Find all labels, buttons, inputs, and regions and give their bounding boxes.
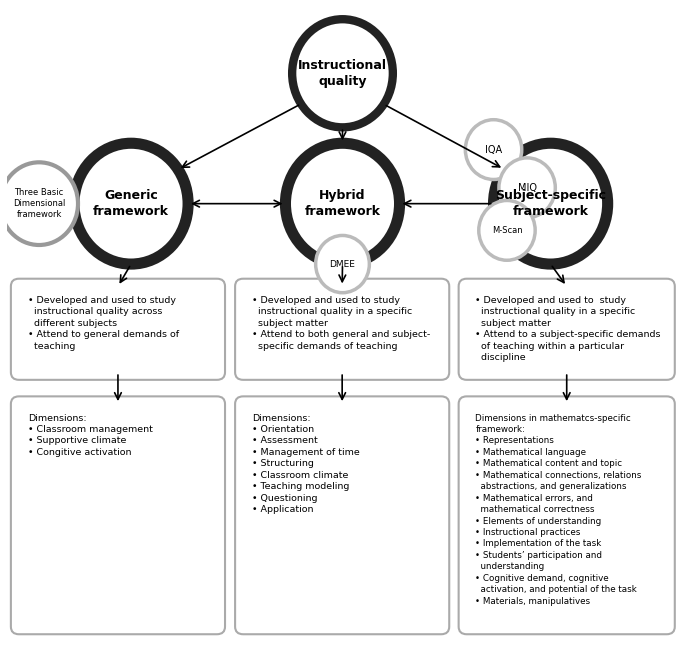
Text: • Developed and used to  study
  instructional quality in a specific
  subject m: • Developed and used to study instructio…: [475, 296, 661, 362]
Ellipse shape: [465, 119, 522, 180]
Ellipse shape: [479, 201, 535, 260]
Ellipse shape: [286, 143, 399, 264]
FancyBboxPatch shape: [459, 278, 675, 380]
Text: • Developed and used to study
  instructional quality across
  different subject: • Developed and used to study instructio…: [27, 296, 179, 350]
FancyBboxPatch shape: [11, 397, 225, 634]
Text: Instructional
quality: Instructional quality: [298, 59, 387, 88]
Text: Generic
framework: Generic framework: [93, 189, 169, 218]
Ellipse shape: [292, 19, 393, 127]
Text: Dimensions in mathematcs-specific
framework:
• Representations
• Mathematical la: Dimensions in mathematcs-specific framew…: [475, 413, 642, 606]
FancyBboxPatch shape: [11, 278, 225, 380]
Ellipse shape: [499, 158, 556, 217]
Text: • Developed and used to study
  instructional quality in a specific
  subject ma: • Developed and used to study instructio…: [252, 296, 430, 350]
FancyBboxPatch shape: [459, 397, 675, 634]
Text: IQA: IQA: [485, 145, 502, 154]
FancyBboxPatch shape: [235, 397, 449, 634]
Text: Dimensions:
• Orientation
• Assessment
• Management of time
• Structuring
• Clas: Dimensions: • Orientation • Assessment •…: [252, 413, 360, 514]
Text: M-Scan: M-Scan: [492, 226, 522, 235]
Ellipse shape: [493, 143, 608, 264]
Text: Dimensions:
• Classroom management
• Supportive climate
• Congitive activation: Dimensions: • Classroom management • Sup…: [27, 413, 153, 457]
Text: Hybrid
framework: Hybrid framework: [305, 189, 380, 218]
Ellipse shape: [0, 162, 78, 245]
Ellipse shape: [74, 143, 188, 264]
FancyBboxPatch shape: [235, 278, 449, 380]
Text: DMEE: DMEE: [329, 260, 356, 269]
Text: Subject-specific
framework: Subject-specific framework: [495, 189, 606, 218]
Text: MIQ: MIQ: [518, 183, 536, 193]
Text: Three Basic
Dimensional
framework: Three Basic Dimensional framework: [13, 188, 65, 219]
Ellipse shape: [316, 236, 369, 293]
